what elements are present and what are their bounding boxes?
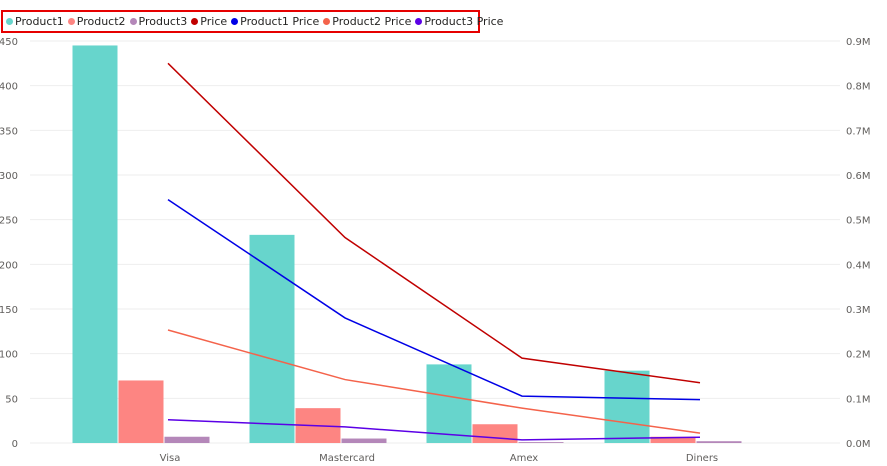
y-left-tick-label: 150 xyxy=(0,305,18,316)
y-right-tick-label: 0.4M xyxy=(846,260,871,271)
legend-dot-icon xyxy=(231,18,239,25)
y-left-tick-label: 100 xyxy=(0,350,18,361)
y-left-tick-label: 450 xyxy=(0,37,18,48)
y-left-tick-label: 0 xyxy=(12,439,18,450)
legend-item-2[interactable]: Product3 xyxy=(129,15,188,28)
legend-item-1[interactable]: Product2 xyxy=(67,15,126,28)
y-left-tick-label: 50 xyxy=(5,394,18,405)
line-price xyxy=(167,62,701,384)
y-right-tick-label: 0.5M xyxy=(846,216,871,227)
legend-label: Product2 xyxy=(76,15,126,28)
y-right-tick-label: 0.6M xyxy=(846,171,871,182)
legend-item-0[interactable]: Product1 xyxy=(6,15,64,28)
legend: Product1 Product2 Product3 Price Product1 Pr… xyxy=(1,10,503,33)
legend-item-5[interactable]: Product2 Price xyxy=(323,15,411,28)
legend-item-3[interactable]: Price xyxy=(191,15,227,28)
x-tick-label: Diners xyxy=(686,453,718,464)
legend-label: Price xyxy=(200,15,228,28)
y-right-tick-label: 0.2M xyxy=(846,350,871,361)
legend-dot-icon xyxy=(191,18,199,25)
legend-dot-icon xyxy=(323,18,331,25)
y-left-tick-label: 200 xyxy=(0,260,18,271)
legend-item-6[interactable]: Product3 Price xyxy=(415,15,503,28)
y-left-tick-label: 350 xyxy=(0,126,18,137)
legend-label: Product3 Price xyxy=(424,15,504,28)
bar-product1-amex xyxy=(426,364,472,443)
line-product2-price xyxy=(167,329,701,434)
bar-product3-mastercard xyxy=(341,438,387,443)
y-right-tick-label: 0.9M xyxy=(846,37,871,48)
legend-dot-icon xyxy=(415,18,423,25)
y-left-tick-label: 300 xyxy=(0,171,18,182)
y-right-tick-label: 0.7M xyxy=(846,126,871,137)
legend-dot-icon xyxy=(67,18,75,25)
legend-dot-icon xyxy=(6,18,13,25)
x-tick-label: Amex xyxy=(510,453,539,464)
y-right-tick-label: 0.0M xyxy=(846,439,871,450)
x-tick-label: Mastercard xyxy=(319,453,375,464)
bar-product2-diners xyxy=(650,436,696,443)
bar-product1-diners xyxy=(604,370,650,443)
bar-product1-visa xyxy=(72,45,118,443)
bar-product2-visa xyxy=(118,380,164,443)
line-product3-price xyxy=(167,419,701,441)
y-left-tick-label: 400 xyxy=(0,82,18,93)
legend-label: Product1 Price xyxy=(240,15,320,28)
y-right-tick-label: 0.1M xyxy=(846,394,871,405)
y-right-tick-label: 0.3M xyxy=(846,305,871,316)
y-left-tick-label: 250 xyxy=(0,216,18,227)
bar-product3-diners xyxy=(696,441,742,443)
x-tick-label: Visa xyxy=(160,453,181,464)
y-right-tick-label: 0.8M xyxy=(846,82,871,93)
legend-label: Product1 xyxy=(15,15,64,28)
legend-item-4[interactable]: Product1 Price xyxy=(231,15,319,28)
legend-label: Product2 Price xyxy=(332,15,412,28)
legend-dot-icon xyxy=(129,18,137,25)
bar-product3-visa xyxy=(164,436,210,443)
bar-product3-amex xyxy=(518,442,564,443)
bar-product1-mastercard xyxy=(249,234,295,443)
bar-product2-amex xyxy=(472,424,518,443)
legend-label: Product3 xyxy=(138,15,188,28)
line-product1-price xyxy=(167,198,701,401)
